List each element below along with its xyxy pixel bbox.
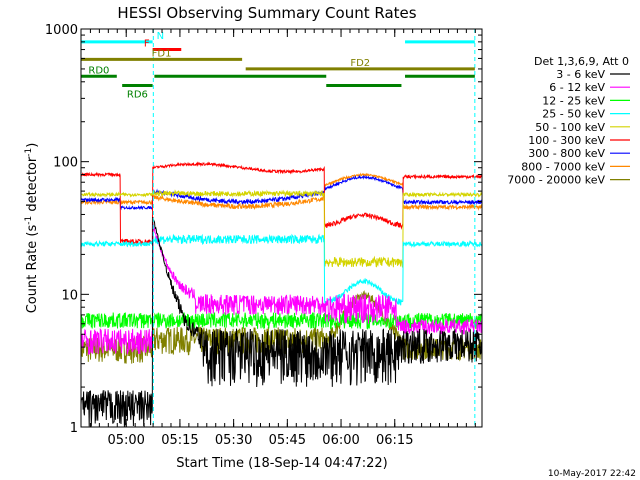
plot-series-group xyxy=(80,161,483,427)
flag-label-fd2: FD2 xyxy=(350,58,370,69)
legend-label-0: 3 - 6 keV xyxy=(556,68,605,81)
flag-label-n: N xyxy=(157,31,164,42)
legend-label-6: 300 - 800 keV xyxy=(528,147,605,160)
flag-label-f: F xyxy=(144,39,150,50)
flag-label-fd1: FD1 xyxy=(152,48,172,59)
y-label-part2: detector xyxy=(25,156,40,216)
y-label-sup1: -1 xyxy=(24,216,34,225)
flag-label-rd6: RD6 xyxy=(127,90,148,101)
x-tick-label: 06:00 xyxy=(322,433,359,448)
y-axis: 1 10 100 1000 xyxy=(45,23,482,436)
x-tick-label: 05:00 xyxy=(107,433,144,448)
legend-label-7: 800 - 7000 keV xyxy=(521,160,605,173)
series-line-2 xyxy=(80,311,483,330)
series-line-7 xyxy=(80,172,483,211)
legend-label-2: 12 - 25 keV xyxy=(542,94,605,107)
legend-label-1: 6 - 12 keV xyxy=(549,81,605,94)
chart-title: HESSI Observing Summary Count Rates xyxy=(117,4,416,22)
series-line-4 xyxy=(80,189,483,268)
y-label-sup2: -1 xyxy=(24,148,34,157)
y-label-part3: ) xyxy=(25,143,40,148)
legend-label-5: 100 - 300 keV xyxy=(528,134,605,147)
series-line-6 xyxy=(80,174,483,211)
x-tick-label: 05:45 xyxy=(269,433,306,448)
series-line-0 xyxy=(80,216,483,427)
x-axis: 05:00 05:15 05:30 05:45 06:00 06:15 xyxy=(89,29,476,448)
y-axis-label: Count Rate (s-1 detector-1) xyxy=(24,143,40,314)
x-tick-label: 05:15 xyxy=(161,433,198,448)
y-tick-label: 100 xyxy=(53,156,78,171)
legend-label-3: 25 - 50 keV xyxy=(542,108,605,121)
series-line-5 xyxy=(80,161,483,246)
series-line-3 xyxy=(80,233,483,306)
x-axis-label: Start Time (18-Sep-14 04:47:22) xyxy=(176,456,387,471)
y-tick-label: 1 xyxy=(70,421,78,436)
legend-title: Det 1,3,6,9, Att 0 xyxy=(534,55,629,68)
legend-label-4: 50 - 100 keV xyxy=(535,121,605,134)
plot-frame xyxy=(80,28,483,428)
series-line-1 xyxy=(80,223,483,355)
flag-label-rd0: RD0 xyxy=(88,65,109,76)
y-label-part1: Count Rate (s xyxy=(25,225,40,314)
y-tick-label: 1000 xyxy=(45,23,78,38)
x-tick-label: 05:30 xyxy=(215,433,252,448)
y-tick-label: 10 xyxy=(61,288,78,303)
x-tick-label: 06:15 xyxy=(376,433,413,448)
legend-label-8: 7000 - 20000 keV xyxy=(507,174,605,187)
footer-date: 10-May-2017 22:42 xyxy=(548,469,636,479)
